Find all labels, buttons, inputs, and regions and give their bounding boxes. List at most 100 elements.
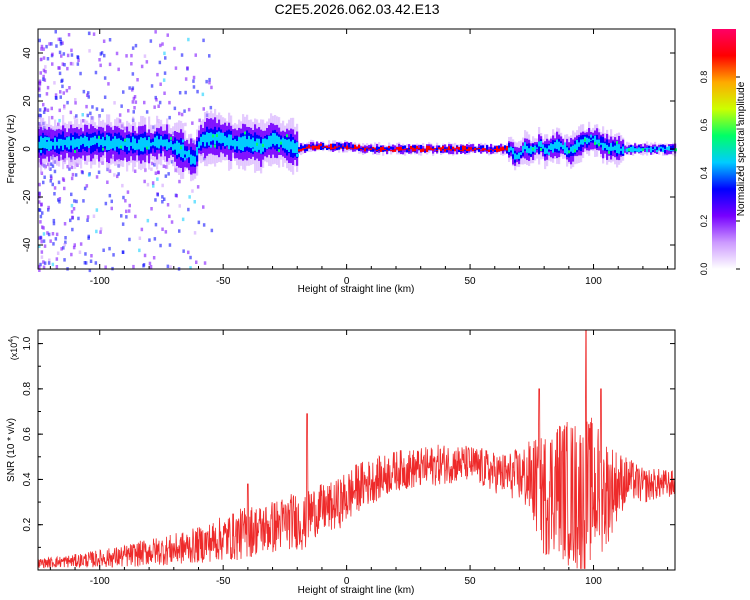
spectrogram-noise-cell [101,108,104,112]
spectrogram-noise-cell [83,261,87,265]
spectrogram-noise-cell [110,206,113,211]
spectrogram-band-cell [352,144,355,150]
spectrogram-peak-cell [618,150,621,154]
spectrogram-band-cell [410,145,413,150]
spectrogram-noise-cell [38,115,41,119]
spectrogram-noise-cell [150,207,153,211]
spectrogram-band-cell [94,135,97,145]
spectrogram-noise-cell [73,115,76,120]
spectrogram-peak-cell [666,146,669,150]
spectrogram-band-cell [310,146,313,148]
spectrogram-noise-cell [161,200,164,204]
spectrogram-band-cell [346,141,349,148]
spectrogram-noise-cell [170,220,174,224]
spectrogram-y-tick-label: -40 [22,237,33,252]
spectrogram-band-cell [350,142,353,150]
spectrogram-noise-cell [63,106,66,110]
spectrogram-noise-cell [106,180,109,184]
spectrogram-noise-cell [79,71,82,76]
spectrogram-band-cell [132,136,135,149]
spectrogram-noise-cell [51,164,55,168]
spectrogram-noise-cell [38,182,41,187]
spectrogram-band-cell [226,137,229,146]
spectrogram-band-cell [296,142,299,154]
spectrogram-noise-cell [56,251,60,255]
spectrogram-noise-cell [87,234,90,239]
spectrogram-noise-cell [184,90,187,95]
spectrogram-y-tick-label: 0 [22,146,33,152]
spectrogram-band-cell [524,142,527,150]
spectrogram-band-cell [604,143,607,148]
spectrogram-peak-cell [98,135,101,139]
snr-frame [37,329,676,571]
spectrogram-band-cell [294,143,297,153]
spectrogram-band-cell [496,146,499,153]
spectrogram-noise-cell [55,257,59,261]
spectrogram-band-cell [552,144,555,153]
spectrogram-noise-cell [173,106,177,111]
spectrogram-noise-cell [209,105,213,110]
spectrogram-band-cell [342,145,345,150]
spectrogram-noise-cell [120,104,123,108]
spectrogram-noise-cell [75,114,78,118]
spectrogram-noise-cell [134,43,138,48]
spectrogram-noise-cell [88,268,92,273]
spectrogram-noise-cell [42,180,45,185]
spectrogram-noise-cell [143,100,146,105]
spectrogram-noise-cell [58,108,61,113]
spectrogram-noise-cell [58,200,61,204]
spectrogram-noise-cell [59,42,63,46]
spectrogram-band-cell [502,146,505,151]
spectrogram-band-cell [278,136,281,148]
spectrogram-peak-cell [616,141,619,144]
spectrogram-band-cell [126,137,129,147]
figure-title: C2E5.2026.062.03.42.E13 [274,1,439,17]
spectrogram-band-cell [344,143,347,148]
spectrogram-band-cell [96,138,99,143]
spectrogram-noise-cell [125,215,128,219]
spectrogram-noise-cell [168,100,171,105]
spectrogram-band-cell [62,139,65,151]
spectrogram-noise-cell [132,110,135,114]
spectrogram-band-cell [250,139,253,149]
spectrogram-noise-cell [130,62,133,66]
spectrogram-band-cell [98,136,101,147]
spectrogram-noise-cell [48,258,51,262]
spectrogram-band-cell [570,146,573,152]
spectrogram-band-cell [76,138,79,147]
spectrogram-noise-cell [46,57,50,61]
spectrogram-band-cell [536,144,539,150]
spectrogram-band-cell [576,139,579,151]
spectrogram-band-cell [540,141,543,148]
spectrogram-noise-cell [140,64,144,69]
spectrogram-band-cell [60,138,63,146]
spectrogram-noise-cell [69,61,73,66]
spectrogram-noise-cell [57,180,61,185]
spectrogram-band-cell [372,148,375,152]
spectrogram-peak-cell [608,150,611,154]
spectrogram-noise-cell [150,167,153,171]
spectrogram-band-cell [160,136,163,146]
spectrogram-noise-cell [178,204,181,208]
spectrogram-noise-cell [95,208,99,212]
spectrogram-band-cell [272,133,275,144]
spectrogram-band-cell [374,147,377,150]
spectrogram-noise-cell [82,89,86,94]
spectrogram-noise-cell [83,186,87,191]
spectrogram-noise-cell [104,265,107,269]
spectrogram-marks [38,30,677,273]
spectrogram-band-cell [88,140,91,148]
spectrogram-band-cell [394,145,397,152]
spectrogram-peak-cell [540,148,543,151]
spectrogram-band-cell [644,148,647,150]
spectrogram-peak-cell [634,148,637,152]
spectrogram-noise-cell [42,232,46,236]
spectrogram-noise-cell [210,85,213,90]
spectrogram-peak-cell [574,149,577,153]
spectrogram-band-cell [266,139,269,150]
spectrogram-band-cell [366,147,369,149]
spectrogram-band-cell [550,143,553,150]
spectrogram-peak-cell [176,144,179,148]
spectrogram-noise-cell [42,260,45,264]
spectrogram-band-cell [328,147,331,149]
